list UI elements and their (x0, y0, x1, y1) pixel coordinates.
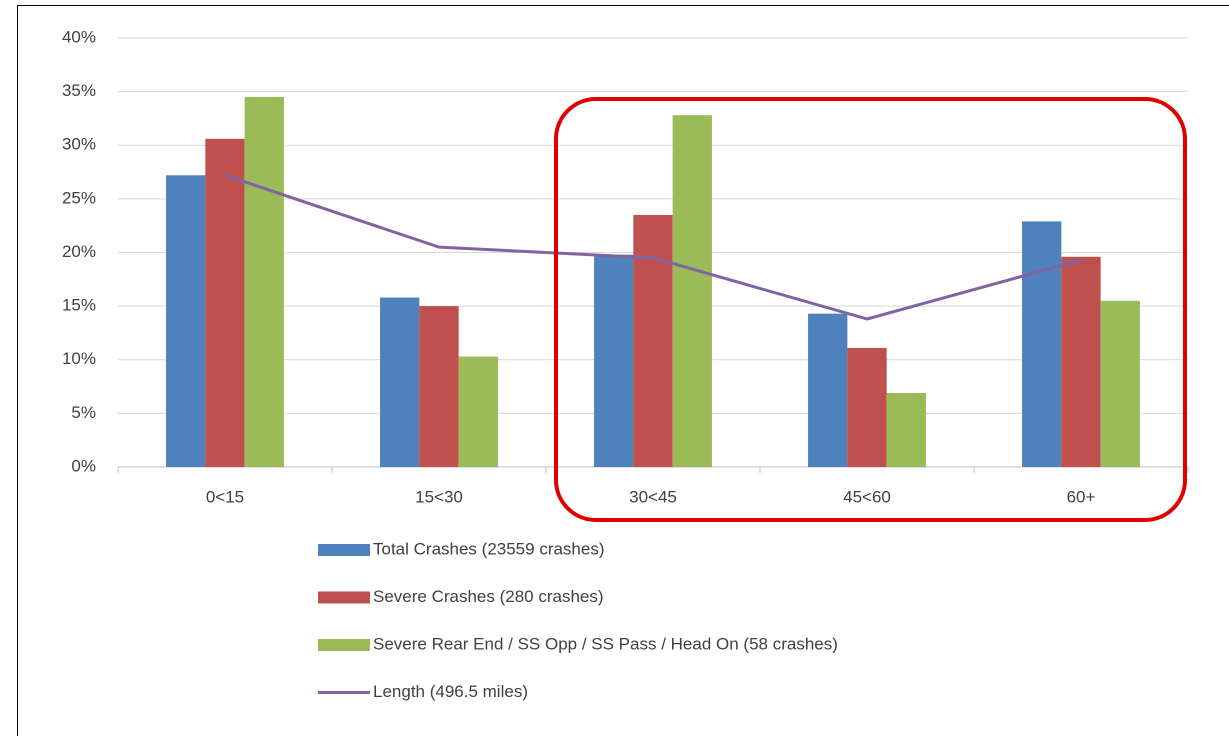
x-tick-label: 45<60 (843, 487, 891, 506)
highlight-box (554, 97, 1187, 522)
bar (808, 313, 848, 467)
line-series (224, 173, 1082, 321)
x-tick-label: 15<30 (415, 487, 463, 506)
legend-label: Total Crashes (23559 crashes) (373, 539, 605, 558)
bar (886, 392, 926, 467)
y-tick-label: 10% (62, 349, 96, 368)
y-tick-label: 15% (62, 296, 96, 315)
x-tick-label: 30<45 (629, 487, 677, 506)
y-tick-label: 40% (62, 27, 96, 46)
plot-area: 0% 5% 10% 15% 20% 25% 30% 35% 40% 0<15 15<30 30<45 4… (62, 27, 1189, 506)
bar (380, 297, 420, 467)
bar (594, 254, 634, 467)
bar (419, 306, 459, 467)
legend-swatch (318, 591, 370, 604)
bar (847, 347, 887, 467)
bar (1100, 300, 1140, 467)
bar (166, 175, 206, 467)
frame (17, 5, 1229, 736)
bar (244, 96, 284, 468)
bar (1022, 221, 1062, 467)
bar (458, 356, 498, 467)
y-tick-label: 30% (62, 135, 96, 154)
y-tick-label: 25% (62, 188, 96, 207)
x-tick-label: 60+ (1067, 487, 1096, 506)
bar (205, 138, 245, 467)
legend-label: Severe Crashes (280 crashes) (373, 587, 604, 606)
legend-swatch (318, 639, 370, 651)
y-tick-label: 5% (71, 403, 96, 422)
legend-label: Length (496.5 miles) (373, 682, 528, 701)
legend-label: Severe Rear End / SS Opp / SS Pass / Hea… (373, 634, 838, 653)
y-tick-label: 0% (71, 456, 96, 475)
y-tick-label: 20% (62, 242, 96, 261)
bar (672, 115, 712, 467)
bar (633, 214, 673, 467)
bar (1061, 256, 1101, 467)
y-tick-label: 35% (62, 81, 96, 100)
x-tick-label: 0<15 (206, 487, 244, 506)
legend-swatch (318, 544, 370, 556)
